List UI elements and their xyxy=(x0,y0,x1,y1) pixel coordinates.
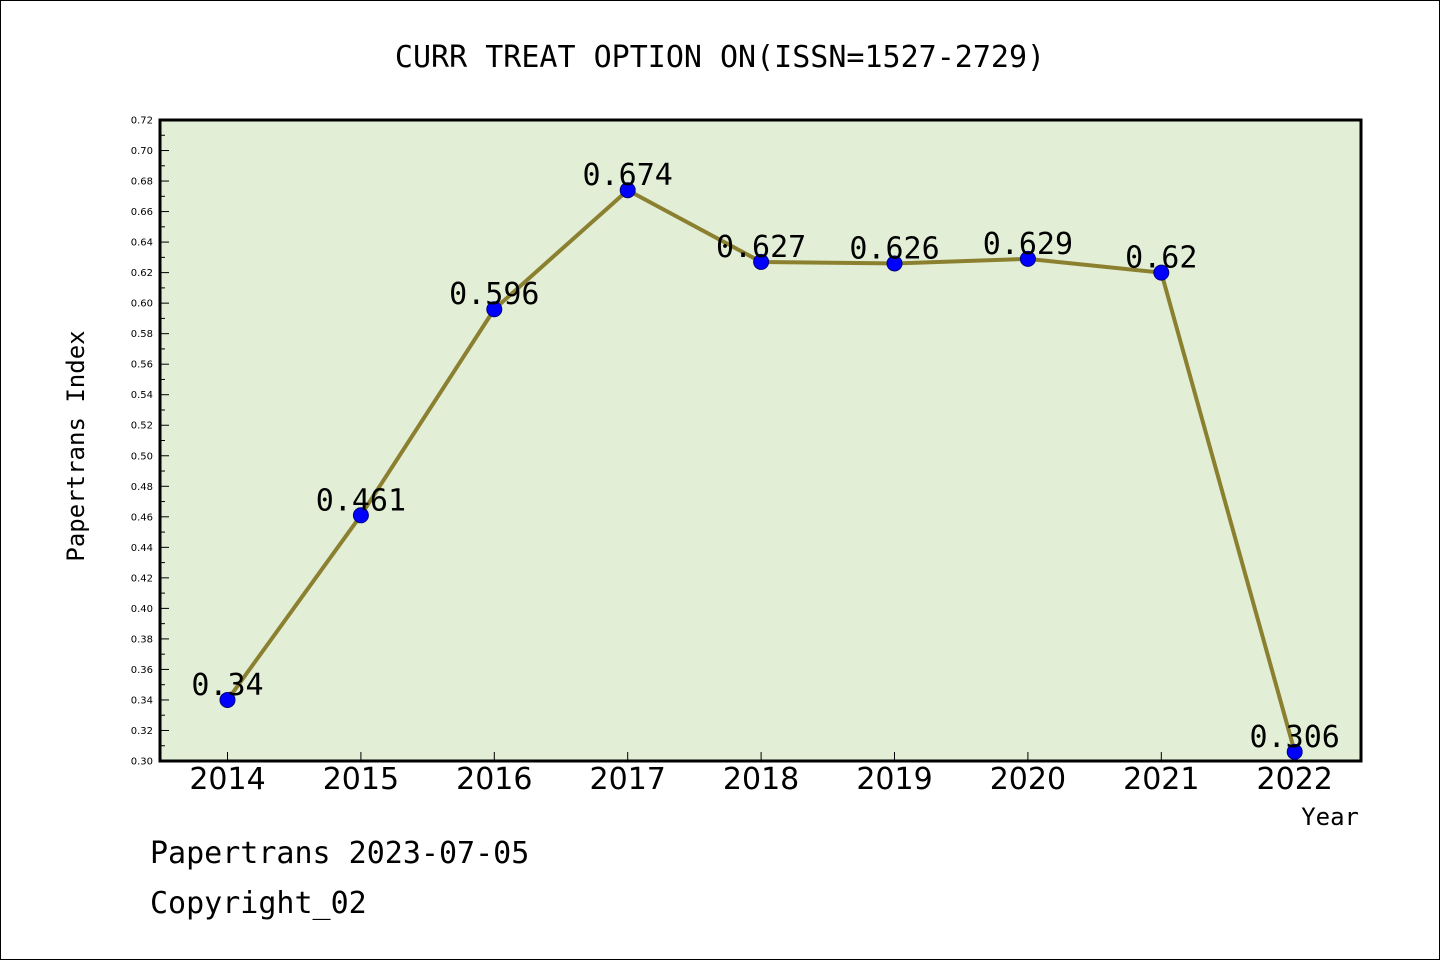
y-axis: 0.30 0.32 0.34 0.36 0.38 0.40 0.42 0.44 0.46 0.48… xyxy=(131,116,169,768)
data-point xyxy=(486,301,503,318)
series-layer: 0.34 0.461 0.596 0.674 0.627 0.626 0.629 0.62 0.… xyxy=(191,158,1340,760)
y-tick-label: 0.56 xyxy=(131,360,153,371)
plot-area xyxy=(158,118,1363,763)
data-point xyxy=(753,253,770,270)
y-tick-label: 0.54 xyxy=(131,390,153,401)
data-label: 0.62 xyxy=(1125,241,1197,276)
data-point xyxy=(1019,250,1036,267)
data-label: 0.34 xyxy=(191,668,263,703)
x-tick-label: 2022 xyxy=(1257,762,1333,797)
x-tick-label: 2014 xyxy=(189,762,265,797)
x-tick-label: 2015 xyxy=(323,762,399,797)
y-tick-label: 0.36 xyxy=(131,665,153,676)
x-tick-label: 2017 xyxy=(590,762,666,797)
data-label: 0.461 xyxy=(316,483,406,518)
y-tick-label: 0.64 xyxy=(131,238,153,249)
y-tick-label: 0.34 xyxy=(131,695,153,706)
y-tick-label: 0.62 xyxy=(131,268,153,279)
y-tick-label: 0.68 xyxy=(131,177,153,188)
y-tick-label: 0.38 xyxy=(131,634,153,645)
x-axis-label: Year xyxy=(1301,803,1359,831)
data-label: 0.629 xyxy=(983,227,1073,262)
data-point xyxy=(1286,743,1303,760)
data-point xyxy=(219,691,236,708)
y-tick-label: 0.72 xyxy=(131,116,153,127)
y-tick-label: 0.52 xyxy=(131,421,153,432)
chart-title: CURR TREAT OPTION ON(ISSN=1527-2729) xyxy=(395,40,1045,75)
footer-copyright: Copyright_02 xyxy=(150,886,367,921)
x-tick-label: 2019 xyxy=(856,762,932,797)
x-tick-label: 2018 xyxy=(723,762,799,797)
y-axis-label: Papertrans Index xyxy=(62,330,90,561)
y-tick-label: 0.42 xyxy=(131,573,153,584)
x-axis: 2014 2015 2016 2017 2018 2019 2020 2021 2022 xyxy=(189,752,1333,797)
data-label: 0.627 xyxy=(716,230,806,265)
data-point xyxy=(619,182,636,199)
y-tick-label: 0.30 xyxy=(131,757,153,768)
y-tick-label: 0.48 xyxy=(131,482,153,493)
y-tick-label: 0.70 xyxy=(131,146,153,157)
y-tick-label: 0.44 xyxy=(131,543,153,554)
data-point xyxy=(352,507,369,524)
y-tick-label: 0.46 xyxy=(131,512,153,523)
x-tick-label: 2020 xyxy=(990,762,1066,797)
data-label: 0.306 xyxy=(1250,720,1340,755)
y-tick-label: 0.66 xyxy=(131,207,153,218)
y-tick-label: 0.32 xyxy=(131,726,153,737)
footer-date: Papertrans 2023-07-05 xyxy=(150,836,530,871)
x-tick-label: 2016 xyxy=(456,762,532,797)
data-label: 0.674 xyxy=(583,158,673,193)
y-tick-label: 0.40 xyxy=(131,604,153,615)
data-label: 0.596 xyxy=(449,277,539,312)
y-tick-label: 0.60 xyxy=(131,299,153,310)
data-point xyxy=(1153,264,1170,281)
data-label: 0.626 xyxy=(849,231,939,266)
data-point xyxy=(886,255,903,272)
y-tick-label: 0.58 xyxy=(131,329,153,340)
y-tick-label: 0.50 xyxy=(131,451,153,462)
x-tick-label: 2021 xyxy=(1123,762,1199,797)
